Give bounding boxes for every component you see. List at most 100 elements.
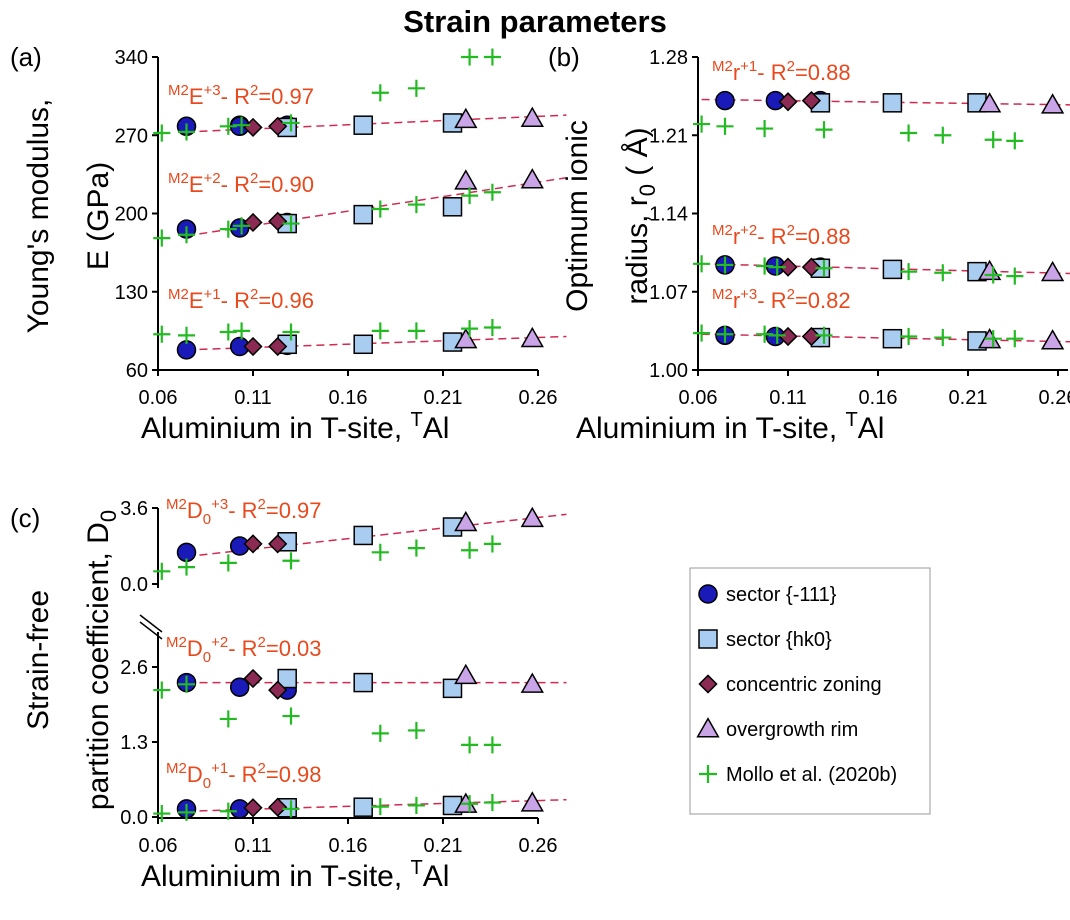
data-point-plus xyxy=(483,736,501,754)
data-point-plus xyxy=(371,724,389,742)
x-tick-label: 0.16 xyxy=(329,835,368,857)
data-point-plus xyxy=(282,707,300,725)
data-point-plus xyxy=(1006,330,1024,348)
panel-a-ylabel-line2: E (GPa) xyxy=(82,162,115,270)
panel-b-label: (b) xyxy=(548,42,580,72)
data-point-diamond xyxy=(778,326,798,347)
data-point-plus xyxy=(483,318,501,337)
panel-c-ylabel-line1: Strain-free xyxy=(22,590,55,730)
data-point-plus xyxy=(233,217,251,235)
panel-b-ylabel-sub: 0 xyxy=(635,184,660,196)
r2-annotation: M2r+2- R2=0.88 xyxy=(712,222,851,249)
panel-b-ylabel-line1: Optimum ionic xyxy=(561,120,594,312)
data-point-plus xyxy=(984,330,1002,348)
data-point-plus xyxy=(483,535,501,553)
legend-label: overgrowth rim xyxy=(726,719,858,741)
data-point-square xyxy=(353,334,373,355)
data-point-plus xyxy=(483,183,501,201)
data-point-plus xyxy=(768,326,786,344)
panel-a-xlabel-end: Al xyxy=(423,412,450,445)
panel-b-xlabel-sup: T xyxy=(846,409,858,431)
data-point-plus xyxy=(153,124,171,142)
data-point-triangle xyxy=(520,791,544,812)
x-tick-label: 0.11 xyxy=(234,835,271,857)
y-tick-label: 2.6 xyxy=(120,657,148,679)
data-point-triangle xyxy=(454,107,478,129)
panel-c-xlabel: Aluminium in T-site, TAl xyxy=(141,857,449,893)
data-point-plus xyxy=(282,800,300,818)
panel-a-label: (a) xyxy=(10,42,42,72)
data-point-plus xyxy=(934,264,952,282)
panel-a-xlabel-main: Aluminium in T-site, xyxy=(141,412,411,445)
data-point-plus xyxy=(461,541,479,559)
data-point-triangle xyxy=(520,106,544,127)
data-point-triangle xyxy=(1040,260,1065,282)
data-point-plus xyxy=(177,226,196,244)
data-point-plus xyxy=(219,710,237,728)
data-point-plus xyxy=(371,200,389,218)
data-point-plus xyxy=(282,323,300,341)
data-point-plus xyxy=(483,794,501,812)
data-point-triangle xyxy=(454,510,478,532)
data-point-plus xyxy=(219,117,237,135)
legend-label: concentric zoning xyxy=(726,674,882,696)
y-tick-label: 1.28 xyxy=(649,47,688,69)
x-tick-label: 0.16 xyxy=(859,387,898,409)
data-point-plus xyxy=(461,736,479,754)
data-point-square xyxy=(353,672,373,693)
panel-b-xlabel-main: Aluminium in T-site, xyxy=(576,412,846,445)
x-tick-label: 0.26 xyxy=(1039,387,1070,409)
data-point-triangle xyxy=(454,327,478,349)
data-point-circle xyxy=(229,218,250,238)
data-point-plus xyxy=(716,325,734,343)
data-point-plus xyxy=(461,48,479,66)
data-point-plus xyxy=(934,329,952,347)
data-point-square xyxy=(882,93,903,113)
legend-marker-diamond xyxy=(698,674,718,694)
trend-line xyxy=(186,798,567,812)
data-point-triangle xyxy=(1040,329,1065,350)
data-point-plus xyxy=(716,117,734,135)
panel-a-xlabel: Aluminium in T-site, TAl xyxy=(141,409,449,445)
data-point-diamond xyxy=(243,336,263,357)
data-point-square xyxy=(442,197,463,217)
y-tick-label: 0.0 xyxy=(120,807,148,829)
data-point-plus xyxy=(219,802,237,820)
y-tick-label: 1.07 xyxy=(649,282,688,304)
panel-c-label: (c) xyxy=(10,503,40,533)
data-point-triangle xyxy=(520,506,544,528)
data-point-plus xyxy=(282,215,300,233)
data-point-plus xyxy=(900,327,918,346)
data-point-plus xyxy=(984,131,1002,149)
y-tick-label: 270 xyxy=(115,125,148,147)
data-point-plus xyxy=(177,326,196,344)
x-tick-label: 0.21 xyxy=(949,387,988,409)
data-point-diamond xyxy=(268,336,288,357)
data-point-diamond xyxy=(801,326,822,347)
data-point-diamond xyxy=(778,257,798,277)
data-point-plus xyxy=(1006,132,1024,150)
data-point-plus xyxy=(153,562,171,580)
y-tick-label: 340 xyxy=(115,47,148,69)
y-tick-label: 1.21 xyxy=(649,125,688,147)
data-point-triangle xyxy=(1040,93,1065,114)
data-point-plus xyxy=(815,326,833,344)
data-point-plus xyxy=(900,124,918,142)
data-point-diamond xyxy=(243,798,263,818)
x-tick-label: 0.21 xyxy=(424,835,463,857)
data-point-diamond xyxy=(268,211,288,231)
y-tick-label: 200 xyxy=(115,204,148,226)
panel-c: 0.0 3.6 0.0 1.3 2.6 0.06 0.11 0.16 0.21 0.26 M2D… xyxy=(22,496,567,893)
trend-line xyxy=(186,114,567,133)
data-point-plus xyxy=(407,796,425,815)
data-point-diamond xyxy=(778,92,798,112)
x-tick-label: 0.11 xyxy=(769,387,806,409)
legend-item: sector {hk0} xyxy=(698,629,832,651)
data-point-plus xyxy=(153,325,171,343)
data-point-square xyxy=(353,525,373,546)
data-point-diamond xyxy=(268,534,288,554)
trend-line xyxy=(186,513,567,558)
data-point-plus xyxy=(461,795,479,813)
trend-line xyxy=(701,263,1070,275)
